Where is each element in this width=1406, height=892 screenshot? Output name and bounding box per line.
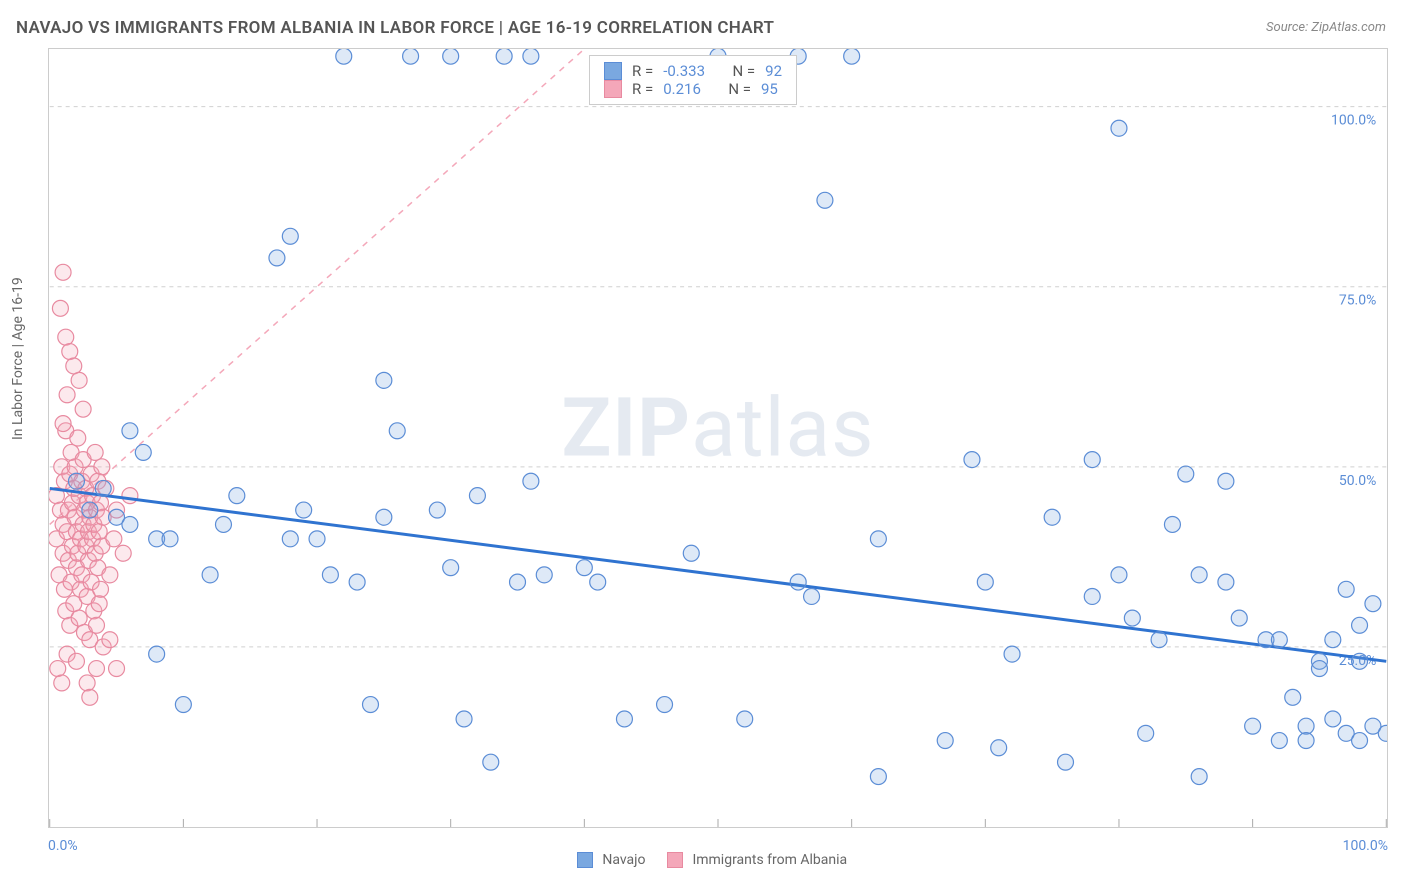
corr-r-1: -0.333 [663, 62, 705, 80]
correlation-chart: NAVAJO VS IMMIGRANTS FROM ALBANIA IN LAB… [0, 0, 1406, 892]
corr-n-1: 92 [765, 62, 782, 80]
scatter-svg: 25.0%50.0%75.0%100.0% [49, 49, 1387, 827]
chart-title: NAVAJO VS IMMIGRANTS FROM ALBANIA IN LAB… [16, 18, 774, 38]
corr-swatch-2 [604, 80, 622, 98]
correlation-box: R = -0.333 N = 92 R = 0.216 N = 95 [589, 55, 797, 105]
svg-text:100.0%: 100.0% [1331, 113, 1376, 129]
corr-r-2: 0.216 [663, 80, 701, 98]
svg-text:50.0%: 50.0% [1339, 473, 1376, 489]
corr-row-2: R = 0.216 N = 95 [604, 80, 782, 98]
corr-n-2: 95 [761, 80, 778, 98]
legend-bottom: Navajo Immigrants from Albania [0, 852, 1406, 868]
corr-swatch-1 [604, 62, 622, 80]
legend-label-2: Immigrants from Albania [692, 852, 847, 868]
corr-row-1: R = -0.333 N = 92 [604, 62, 782, 80]
y-axis-label: In Labor Force | Age 16-19 [10, 277, 26, 440]
source-label: Source: ZipAtlas.com [1266, 20, 1386, 35]
plot-area: 25.0%50.0%75.0%100.0% ZIPatlas R = -0.33… [48, 48, 1388, 828]
legend-swatch-1 [577, 852, 593, 868]
legend-swatch-2 [667, 852, 683, 868]
legend-label-1: Navajo [602, 852, 645, 868]
svg-text:75.0%: 75.0% [1339, 293, 1376, 309]
